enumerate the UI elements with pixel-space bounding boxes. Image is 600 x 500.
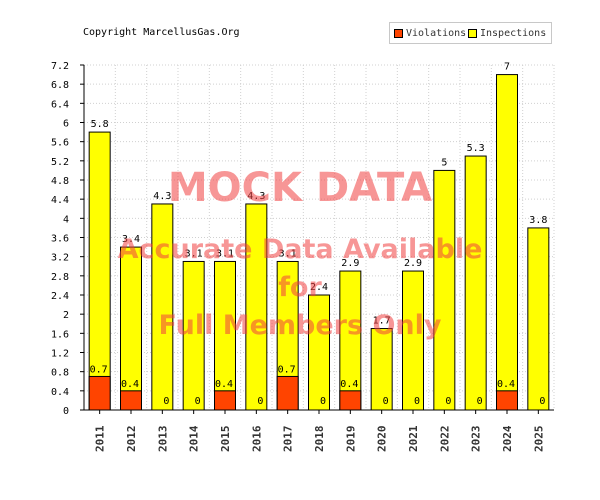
data-label-inspections: 7: [504, 62, 510, 73]
watermark-line-3: for: [278, 272, 322, 303]
y-tick-label: 0.4: [51, 387, 69, 398]
watermark-line-1: MOCK DATA: [168, 165, 432, 211]
x-tick-label: 2012: [125, 426, 138, 453]
x-tick-label: 2023: [470, 426, 483, 453]
data-label-violations: 0.7: [278, 364, 296, 375]
data-label-violations: 0: [477, 396, 483, 407]
data-label-inspections: 3.1: [185, 248, 203, 259]
watermark-line-2: Accurate Data Available: [118, 234, 483, 265]
y-tick-label: 0.8: [51, 368, 69, 379]
data-label-violations: 0: [414, 396, 420, 407]
data-label-inspections: 2.9: [404, 258, 422, 269]
data-label-violations: 0: [257, 396, 263, 407]
data-label-violations: 0.4: [497, 379, 515, 390]
x-tick-label: 2021: [407, 425, 420, 452]
chart-legend: Violations Inspections: [389, 22, 552, 44]
x-tick-label: 2020: [376, 426, 389, 453]
watermark: MOCK DATA Accurate Data Available for Fu…: [118, 165, 483, 341]
data-label-inspections: 5.8: [91, 119, 109, 130]
data-label-violations: 0.4: [215, 379, 233, 390]
data-label-violations: 0.4: [340, 379, 358, 390]
data-label-inspections: 3.4: [122, 234, 140, 245]
x-tick-label: 2016: [250, 425, 263, 452]
axes: 0 0.4 0.8 1.2 1.6 2 2.4 2.8 3.2 3.6 4 4.4 4.8 5.2 5.6 6…: [51, 61, 554, 452]
bars: [88, 74, 550, 411]
y-tick-label: 6.4: [51, 99, 69, 110]
x-tick-label: 2025: [532, 426, 545, 453]
y-tick-label: 4.4: [51, 195, 69, 206]
y-tick-label: 4.8: [51, 176, 69, 187]
x-tick-label: 2019: [344, 426, 357, 453]
data-label-violations: 0: [539, 396, 545, 407]
y-tick-label: 1.2: [51, 349, 69, 360]
x-tick-label: 2013: [156, 426, 169, 453]
bar-inspections: [433, 169, 456, 411]
y-tick-label: 2: [63, 310, 69, 321]
data-label-inspections: 3.1: [279, 248, 297, 259]
bar-violations: [214, 390, 236, 411]
bar-violations: [120, 390, 142, 411]
data-label-inspections: 4.3: [153, 191, 171, 202]
y-tick-label: 3.2: [51, 253, 69, 264]
x-tick-label: 2018: [313, 426, 326, 453]
data-label-violations: 0: [383, 396, 389, 407]
y-tick-label: 5.6: [51, 138, 69, 149]
y-tick-label: 5.2: [51, 157, 69, 168]
bar-inspections: [496, 74, 518, 411]
bar-inspections: [527, 227, 550, 411]
legend-item-violations: Violations: [394, 27, 466, 39]
data-labels: 5.8 0.7 3.4 0.4 4.3 0 3.1 0 3.1 0.4 4.3 0 3.1 0.7 2.4 0…: [90, 62, 548, 407]
data-label-inspections: 3.1: [216, 248, 234, 259]
data-label-violations: 0: [163, 396, 169, 407]
y-tick-label: 3.6: [51, 234, 69, 245]
x-tick-label: 2014: [188, 425, 201, 452]
y-tick-label: 0: [63, 406, 69, 417]
y-tick-label: 2.8: [51, 272, 69, 283]
x-tick-label: 2011: [94, 425, 107, 452]
legend-swatch-inspections: [468, 28, 477, 38]
data-label-inspections: 4.3: [247, 191, 265, 202]
data-label-inspections: 2.4: [310, 282, 328, 293]
bar-violations: [496, 390, 518, 411]
x-tick-label: 2022: [438, 426, 451, 453]
data-label-inspections: 2.9: [341, 258, 359, 269]
x-tick-label: 2017: [282, 426, 295, 453]
bar-inspections: [464, 155, 487, 411]
data-label-violations: 0.4: [121, 379, 139, 390]
legend-swatch-violations: [394, 28, 403, 38]
y-tick-label: 7.2: [51, 61, 69, 72]
x-tick-label: 2024: [501, 425, 514, 452]
data-label-inspections: 1.7: [373, 316, 391, 327]
legend-label-violations: Violations: [406, 27, 467, 39]
y-tick-label: 6.8: [51, 80, 69, 91]
y-tick-label: 4: [63, 214, 69, 225]
x-tick-label: 2015: [219, 426, 232, 453]
data-label-violations: 0.7: [90, 364, 108, 375]
y-tick-label: 2.4: [51, 291, 69, 302]
bar-violations: [276, 375, 299, 411]
legend-item-inspections: Inspections: [468, 27, 546, 39]
data-label-inspections: 5.3: [467, 143, 485, 154]
bar-violations: [339, 390, 362, 411]
watermark-line-4: Full Members Only: [159, 310, 442, 341]
y-tick-label: 1.6: [51, 329, 69, 340]
data-label-inspections: 5: [441, 157, 447, 168]
bar-violations: [88, 375, 111, 411]
data-label-violations: 0: [445, 396, 451, 407]
data-label-inspections: 3.8: [529, 215, 547, 226]
data-label-violations: 0: [195, 396, 201, 407]
legend-label-inspections: Inspections: [480, 27, 547, 39]
y-tick-label: 6: [63, 119, 69, 130]
data-label-violations: 0: [320, 396, 326, 407]
copyright-text: Copyright MarcellusGas.Org: [83, 27, 240, 38]
